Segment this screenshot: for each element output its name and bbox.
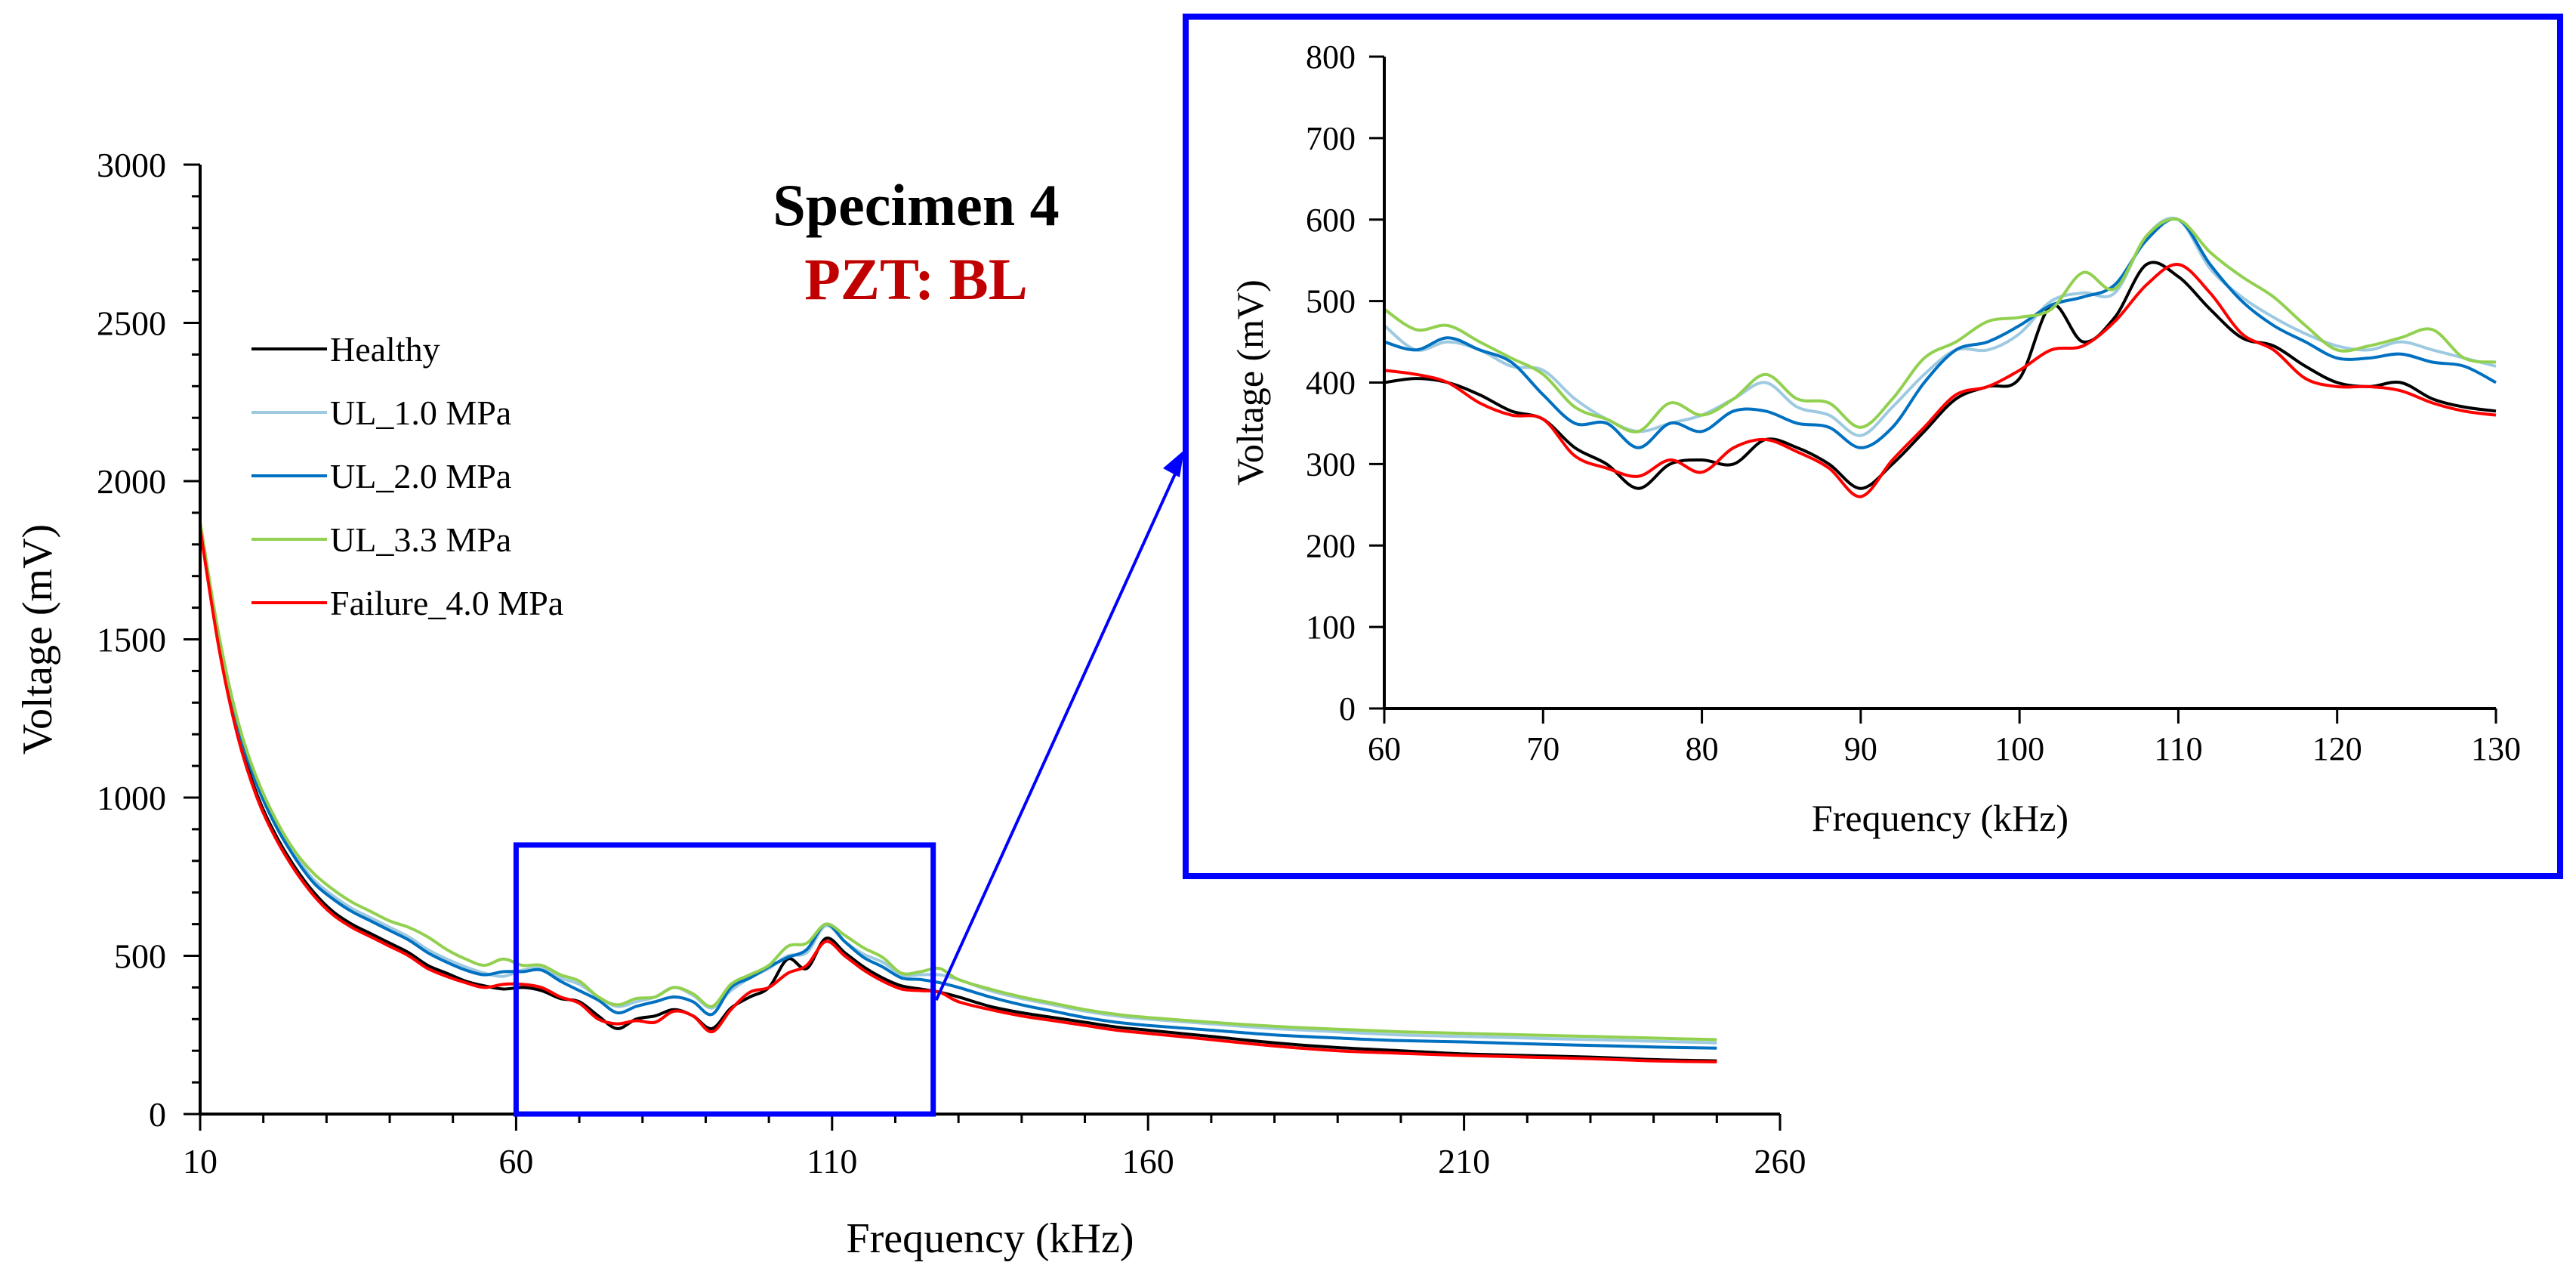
inset-x-tick-label: 120 — [2312, 730, 2362, 767]
main-series-line-2 — [199, 525, 1717, 1050]
inset-plot: 0 100 200 300 400 500 600 700 800 60 70 80 90 100 110 1… — [1183, 14, 2563, 879]
inset-y-tick-label: 300 — [1306, 446, 1356, 483]
inset-series-line-1 — [1383, 216, 2497, 437]
inset-y-tick-label: 600 — [1306, 202, 1356, 239]
main-x-tick-label: 60 — [498, 1142, 533, 1181]
inset-x-tick-label: 80 — [1686, 730, 1719, 767]
main-series-line-4 — [199, 528, 1717, 1063]
inset-y-tick-label: 800 — [1306, 39, 1356, 76]
zoom-connector-line — [934, 460, 1183, 1001]
main-x-tick-label: 260 — [1754, 1142, 1806, 1181]
inset-series-group — [1383, 216, 2497, 498]
inset-y-tick-label: 0 — [1339, 690, 1356, 727]
zoom-connector-arrowhead — [1163, 450, 1184, 477]
inset-series-line-2 — [1384, 217, 2497, 449]
legend-label-2: UL_2.0 MPa — [330, 457, 511, 495]
main-y-axis-title: Voltage (mV) — [14, 524, 61, 755]
legend-label-3: UL_3.3 MPa — [330, 520, 511, 559]
inset-x-axis-title: Frequency (kHz) — [1812, 797, 2069, 839]
legend-label-4: Failure_4.0 MPa — [330, 584, 563, 622]
inset-y-axis-title: Voltage (mV) — [1229, 279, 1271, 486]
main-y-tick-label: 3000 — [97, 146, 166, 184]
main-x-tick-label: 160 — [1122, 1142, 1174, 1181]
legend-label-1: UL_1.0 MPa — [330, 394, 511, 432]
inset-series-line-0 — [1384, 261, 2497, 490]
inset-series-line-3 — [1383, 218, 2497, 434]
main-series-line-3 — [199, 522, 1717, 1042]
inset-x-tick-label: 90 — [1844, 730, 1877, 767]
inset-frame — [1183, 14, 2563, 879]
main-x-tick-label: 210 — [1438, 1142, 1490, 1181]
inset-y-tick-label: 200 — [1306, 527, 1356, 564]
inset-x-tick-label: 60 — [1368, 730, 1401, 767]
legend: Healthy UL_1.0 MPa UL_2.0 MPa UL_3.3 MPa Fai… — [251, 330, 563, 622]
main-y-tick-label: 0 — [149, 1095, 166, 1134]
inset-y-tick-label: 700 — [1306, 120, 1356, 157]
main-series-line-1 — [199, 525, 1717, 1045]
inset-y-tick-label: 400 — [1306, 365, 1356, 402]
main-x-tick-label: 10 — [183, 1142, 217, 1181]
main-y-tick-label: 1500 — [97, 621, 166, 659]
chart-subtitle: PZT: BL — [804, 246, 1027, 312]
main-x-tick-label: 110 — [807, 1142, 857, 1181]
main-y-tick-label: 500 — [114, 937, 166, 976]
inset-series-line-4 — [1384, 263, 2497, 498]
inset-y-tick-label: 500 — [1306, 283, 1356, 320]
chart-title: Specimen 4 — [773, 172, 1059, 238]
main-y-tick-label: 2000 — [97, 462, 166, 501]
inset-y-tick-label: 100 — [1306, 609, 1356, 646]
main-x-axis-title: Frequency (kHz) — [847, 1215, 1134, 1262]
legend-label-0: Healthy — [330, 330, 440, 369]
inset-x-tick-label: 100 — [1994, 730, 2044, 767]
inset-x-tick-label: 130 — [2471, 730, 2521, 767]
zoom-region-box — [513, 842, 936, 1117]
main-y-tick-label: 1000 — [97, 779, 166, 817]
inset-x-tick-label: 110 — [2154, 730, 2202, 767]
main-y-tick-label: 2500 — [97, 304, 166, 343]
main-series-group — [199, 522, 1717, 1063]
inset-x-tick-label: 70 — [1526, 730, 1559, 767]
